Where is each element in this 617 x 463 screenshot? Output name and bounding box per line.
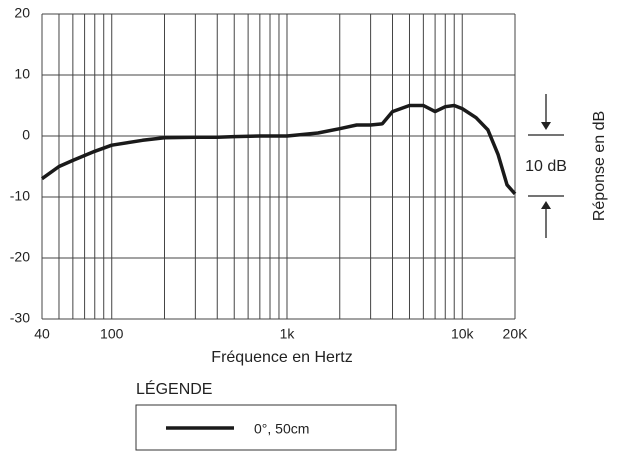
y-tick-label: 0: [22, 127, 30, 143]
x-axis-label: Fréquence en Hertz: [211, 349, 352, 366]
x-tick-label: 10k: [451, 326, 475, 342]
scale-bracket: [528, 94, 564, 238]
line-series: [40, 103, 517, 196]
x-tick-label: 100: [100, 326, 124, 342]
y-tick-label: -20: [10, 249, 30, 265]
x-tick-label: 1k: [280, 326, 296, 342]
y-tick-label: -30: [10, 310, 30, 326]
y-tick-label: 10: [14, 66, 30, 82]
legend-title: LÉGENDE: [136, 379, 212, 398]
y-tick-label: -10: [10, 188, 30, 204]
y-axis-label: Réponse en dB: [591, 111, 608, 221]
x-tick-label: 40: [34, 326, 50, 342]
y-tick-label: 20: [14, 5, 30, 21]
legend-label: 0°, 50cm: [254, 421, 309, 437]
annotation: 10 dB: [525, 158, 567, 175]
legend-box: [135, 404, 397, 451]
x-tick-label: 20K: [503, 326, 529, 342]
